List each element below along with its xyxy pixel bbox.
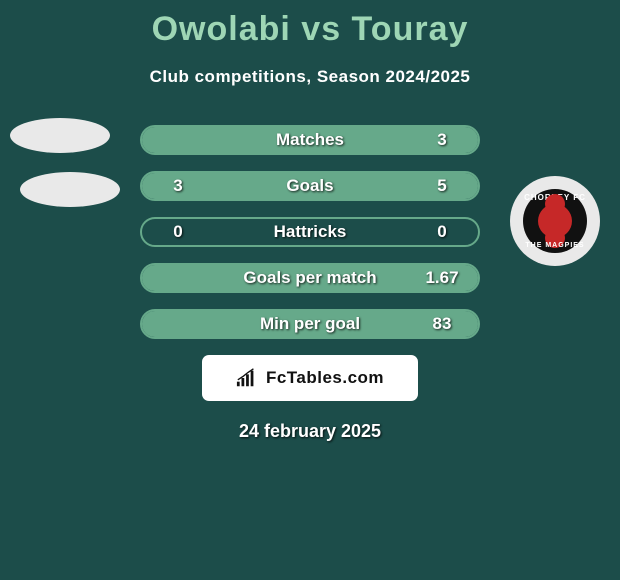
stat-right-value: 0: [406, 222, 478, 242]
stat-row-mpg: Min per goal 83: [140, 309, 480, 339]
footer-date: 24 february 2025: [0, 421, 620, 442]
stat-right-value: 3: [406, 130, 478, 150]
brand-box[interactable]: FcTables.com: [202, 355, 418, 401]
stat-label: Goals per match: [214, 268, 406, 288]
stat-label: Min per goal: [214, 314, 406, 334]
stat-label: Goals: [214, 176, 406, 196]
bar-chart-icon: [236, 368, 258, 388]
stat-right-value: 5: [406, 176, 478, 196]
stat-row-gpm: Goals per match 1.67: [140, 263, 480, 293]
stat-row-goals: 3 Goals 5: [140, 171, 480, 201]
page-title: Owolabi vs Touray: [0, 0, 620, 49]
stat-right-value: 83: [406, 314, 478, 334]
stat-label: Hattricks: [214, 222, 406, 242]
stat-right-value: 1.67: [406, 268, 478, 288]
brand-text: FcTables.com: [266, 368, 384, 388]
stats-area: Matches 3 3 Goals 5 0 Hattricks 0 Goals …: [0, 125, 620, 339]
stat-left-value: 0: [142, 222, 214, 242]
stat-left-value: 3: [142, 176, 214, 196]
stat-row-matches: Matches 3: [140, 125, 480, 155]
stat-row-hattricks: 0 Hattricks 0: [140, 217, 480, 247]
page-subtitle: Club competitions, Season 2024/2025: [0, 67, 620, 87]
stat-label: Matches: [214, 130, 406, 150]
